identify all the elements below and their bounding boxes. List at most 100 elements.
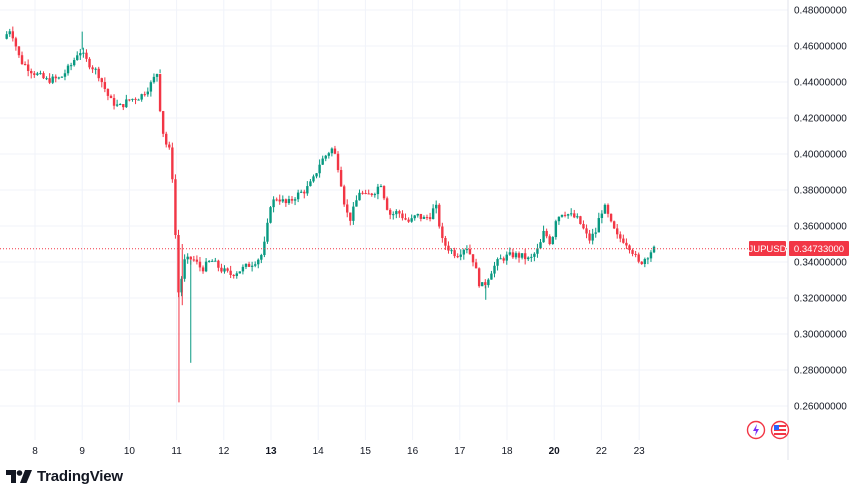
candle-body (355, 200, 358, 207)
candle-body (435, 204, 438, 209)
symbol-label: JUPUSD (748, 244, 786, 255)
candle-body (287, 199, 291, 204)
candle-body (76, 55, 79, 61)
candle-body (542, 230, 545, 243)
price-tick-label: 0.28000000 (794, 366, 847, 377)
candle-body (36, 73, 39, 75)
candle-body (333, 148, 337, 154)
tradingview-logo[interactable]: TradingView (6, 467, 123, 485)
candle-body (481, 282, 484, 287)
candle-body (125, 99, 128, 108)
candle-body (576, 216, 579, 218)
candle-body (499, 258, 502, 260)
candle-body (514, 253, 518, 258)
candle-body (211, 260, 214, 262)
time-tick-label: 17 (454, 446, 466, 457)
candle-body (23, 64, 27, 66)
candle-body (573, 213, 576, 218)
candle-body (594, 232, 597, 234)
candle-body (388, 209, 392, 215)
candle-body (327, 153, 331, 156)
candle-body (358, 192, 361, 201)
price-chart[interactable]: 0.48000000 0.46000000 0.44000000 0.42000000… (0, 0, 852, 460)
flag-icon[interactable] (770, 420, 790, 440)
candle-body (214, 260, 217, 262)
candle-body (106, 88, 110, 96)
candle-body (566, 214, 570, 216)
candle-body (533, 253, 536, 257)
candle-body (186, 256, 189, 260)
price-axis[interactable]: 0.48000000 0.46000000 0.44000000 0.42000000… (794, 6, 847, 413)
candle-body (493, 265, 496, 274)
candle-body (349, 212, 352, 221)
candle-body (278, 199, 281, 202)
candle-body (207, 260, 211, 262)
candle-body (324, 155, 327, 159)
price-tick-label: 0.36000000 (794, 222, 847, 233)
candle-body (376, 186, 380, 195)
time-tick-label: 8 (32, 446, 38, 457)
candle-body (220, 267, 223, 272)
candle-body (563, 214, 567, 216)
candle-body (367, 193, 370, 195)
candle-body (496, 259, 499, 266)
candle-body (131, 98, 134, 100)
candle-body (241, 266, 245, 272)
candle-body (364, 193, 367, 195)
candle-body (39, 73, 42, 75)
candle-body (401, 213, 404, 219)
candle-body (112, 98, 116, 106)
candle-body (637, 254, 640, 262)
candle-body (174, 179, 177, 236)
candle-body (235, 273, 238, 276)
candle-body (585, 228, 588, 234)
candle-body (69, 65, 73, 67)
candle-body (204, 261, 208, 272)
time-tick-label: 20 (549, 446, 561, 457)
candle-body (379, 186, 383, 188)
candle-body (275, 199, 278, 201)
time-tick-label: 9 (79, 446, 85, 457)
candle-body (57, 77, 61, 79)
candle-body (226, 268, 229, 271)
price-tick-label: 0.26000000 (794, 402, 847, 413)
chart-icons (746, 420, 790, 440)
time-axis[interactable]: 8 9 10 11 12 13 14 15 16 17 18 20 22 23 (32, 446, 645, 457)
candle-body (195, 259, 199, 262)
candle-body (223, 268, 226, 272)
candle-body (459, 254, 462, 257)
candle-body (293, 199, 297, 201)
candle-body (465, 249, 469, 251)
candle-body (579, 216, 582, 224)
price-tick-label: 0.40000000 (794, 150, 847, 161)
candle-body (609, 213, 613, 222)
candle-body (137, 99, 140, 101)
candle-body (11, 31, 15, 39)
candle-body (51, 76, 54, 83)
candle-body (122, 104, 125, 108)
candle-body (309, 181, 312, 187)
candle-body (336, 153, 340, 171)
candle-body (450, 250, 453, 252)
candle-body (88, 58, 91, 68)
candle-body (14, 38, 18, 47)
candle-body (425, 217, 429, 219)
grid (0, 0, 788, 440)
candle-body (407, 219, 410, 222)
candle-body (557, 216, 561, 222)
candle-body (597, 218, 601, 233)
candle-body (303, 191, 306, 194)
candle-body (247, 263, 251, 267)
candle-body (462, 249, 466, 255)
candle-body (306, 186, 309, 194)
candle-body (490, 273, 493, 280)
candle-body (444, 238, 447, 246)
candle-body (183, 259, 186, 279)
candle-body (431, 208, 435, 220)
candle-body (134, 98, 137, 100)
candle-body (527, 257, 530, 260)
candle-body (250, 265, 254, 267)
lightning-icon[interactable] (746, 420, 766, 440)
candle-body (520, 253, 524, 258)
time-tick-label: 13 (265, 446, 277, 457)
